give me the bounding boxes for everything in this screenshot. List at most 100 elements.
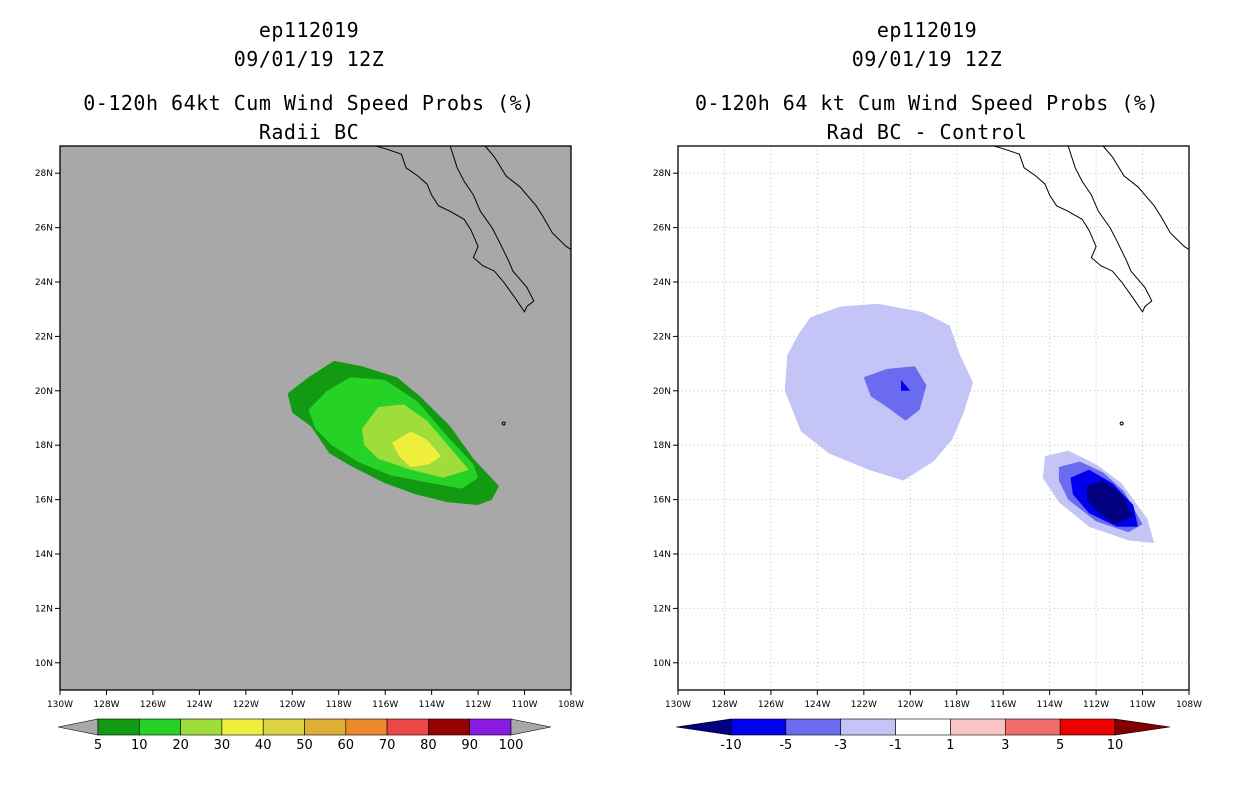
left-contour-3 — [392, 431, 441, 467]
right-ytick-label: 26N — [653, 224, 671, 234]
left-colorbar-low-arrow — [57, 718, 99, 736]
right-colorbar-swatch — [730, 718, 787, 736]
right-xtick-label: 114W — [1037, 700, 1063, 710]
right-ytick-label: 16N — [653, 496, 671, 506]
right-coastline-mainland — [1102, 145, 1190, 250]
right-ytick-label: 24N — [653, 278, 671, 288]
left-ytick-label: 12N — [35, 604, 53, 614]
left-plot-frame — [59, 145, 572, 691]
left-ytick-label: 28N — [35, 169, 53, 179]
right-colorbar-label: -10 — [720, 738, 741, 753]
left-colorbar-label: 5 — [94, 738, 102, 753]
right-island-socorro — [1119, 421, 1124, 426]
right-xtick-label: 122W — [851, 700, 877, 710]
right-ytick-label: 10N — [653, 659, 671, 669]
left-colorbar-label: 30 — [214, 738, 231, 753]
left-xtick-label: 124W — [186, 700, 212, 710]
left-ytick-label: 22N — [35, 332, 53, 342]
right-xtick-label: 116W — [990, 700, 1016, 710]
right-xtick-label: 108W — [1176, 700, 1202, 710]
left-colorbar-label: 10 — [131, 738, 148, 753]
right-title-product: 0-120h 64 kt Cum Wind Speed Probs (%) — [694, 91, 1160, 115]
right-contour-chart: 130W 128W 126W 124W 122W 120W 118W 116W 114W 112W… — [653, 145, 1202, 753]
right-xtick-label: 120W — [897, 700, 923, 710]
right-colorbar-swatch — [1004, 718, 1061, 736]
left-ytick-label: 14N — [35, 550, 53, 560]
left-chart-panel: ep112019 09/01/19 12Z 0-120h 64kt Cum Wi… — [35, 18, 584, 753]
right-xtick-label: 130W — [665, 700, 691, 710]
right-contour-6 — [1086, 480, 1134, 525]
right-title-subtitle: Rad BC - Control — [826, 120, 1028, 144]
left-colorbar-swatch — [97, 718, 140, 736]
right-colorbar-label: 3 — [1001, 738, 1009, 753]
right-ytick-label: 28N — [653, 169, 671, 179]
right-colorbar-label: 10 — [1107, 738, 1124, 753]
left-xtick-label: 112W — [465, 700, 491, 710]
right-colorbar-label: 1 — [946, 738, 954, 753]
left-colorbar-label: 50 — [296, 738, 313, 753]
right-ytick-label: 14N — [653, 550, 671, 560]
left-colorbar-label: 20 — [172, 738, 189, 753]
left-ytick-label: 10N — [35, 659, 53, 669]
right-ytick-label: 12N — [653, 604, 671, 614]
right-colorbar-swatch — [895, 718, 951, 736]
right-chart-panel: ep112019 09/01/19 12Z 0-120h 64 kt Cum W… — [618, 0, 1236, 800]
left-colorbar-high-arrow — [510, 718, 552, 736]
left-contour-chart: 130W 128W 126W 124W 122W 120W 118W 116W 114W 112W… — [35, 145, 584, 753]
right-contour-2 — [901, 379, 911, 391]
left-xtick-label: 126W — [140, 700, 166, 710]
right-plot-frame — [677, 145, 1190, 691]
left-xtick-label: 128W — [93, 700, 119, 710]
left-island-socorro — [501, 421, 506, 426]
left-title-subtitle: Radii BC — [258, 120, 360, 144]
left-xtick-label: 114W — [419, 700, 445, 710]
left-colorbar-label: 70 — [379, 738, 396, 753]
left-title-date: 09/01/19 12Z — [233, 47, 385, 71]
right-coastline-baja — [993, 145, 1153, 313]
left-ytick-label: 26N — [35, 224, 53, 234]
left-colorbar-swatch — [345, 718, 388, 736]
left-colorbar-label: 100 — [499, 738, 524, 753]
right-ytick-label: 18N — [653, 441, 671, 451]
right-title-date: 09/01/19 12Z — [851, 47, 1003, 71]
right-colorbar-high-arrow — [1114, 718, 1171, 736]
left-colorbar-swatch — [469, 718, 512, 736]
left-colorbar-label: 60 — [338, 738, 355, 753]
right-colorbar-swatch — [950, 718, 1006, 736]
right-contour-1 — [863, 366, 927, 421]
right-xtick-label: 118W — [944, 700, 970, 710]
left-coastline-baja — [375, 145, 535, 313]
right-xtick-label: 126W — [758, 700, 784, 710]
left-xtick-label: 116W — [372, 700, 398, 710]
right-colorbar-swatch — [1059, 718, 1116, 736]
left-title-storm: ep112019 — [258, 18, 360, 42]
left-xtick-label: 110W — [512, 700, 538, 710]
left-colorbar-swatch — [262, 718, 305, 736]
right-xtick-label: 110W — [1130, 700, 1156, 710]
left-colorbar-label: 40 — [255, 738, 272, 753]
left-colorbar-swatch — [221, 718, 264, 736]
left-colorbar-label: 80 — [420, 738, 437, 753]
left-xtick-label: 108W — [558, 700, 584, 710]
left-colorbar-swatch — [386, 718, 429, 736]
right-title-storm: ep112019 — [876, 18, 978, 42]
left-colorbar-swatch — [180, 718, 223, 736]
right-xtick-label: 124W — [804, 700, 830, 710]
right-colorbar-label: 5 — [1056, 738, 1064, 753]
left-title-product: 0-120h 64kt Cum Wind Speed Probs (%) — [83, 91, 535, 115]
right-colorbar-swatch — [785, 718, 842, 736]
left-colorbar-swatch — [428, 718, 470, 736]
right-xtick-label: 112W — [1083, 700, 1109, 710]
right-ytick-label: 20N — [653, 387, 671, 397]
left-ytick-label: 24N — [35, 278, 53, 288]
right-colorbar-low-arrow — [675, 718, 732, 736]
left-xtick-label: 122W — [233, 700, 259, 710]
left-coastline-mainland — [484, 145, 572, 250]
left-colorbar-label: 90 — [461, 738, 478, 753]
left-xtick-label: 120W — [279, 700, 305, 710]
right-ytick-label: 22N — [653, 332, 671, 342]
left-ytick-label: 16N — [35, 496, 53, 506]
left-ytick-label: 20N — [35, 387, 53, 397]
right-colorbar-swatch — [840, 718, 896, 736]
right-xtick-label: 128W — [711, 700, 737, 710]
